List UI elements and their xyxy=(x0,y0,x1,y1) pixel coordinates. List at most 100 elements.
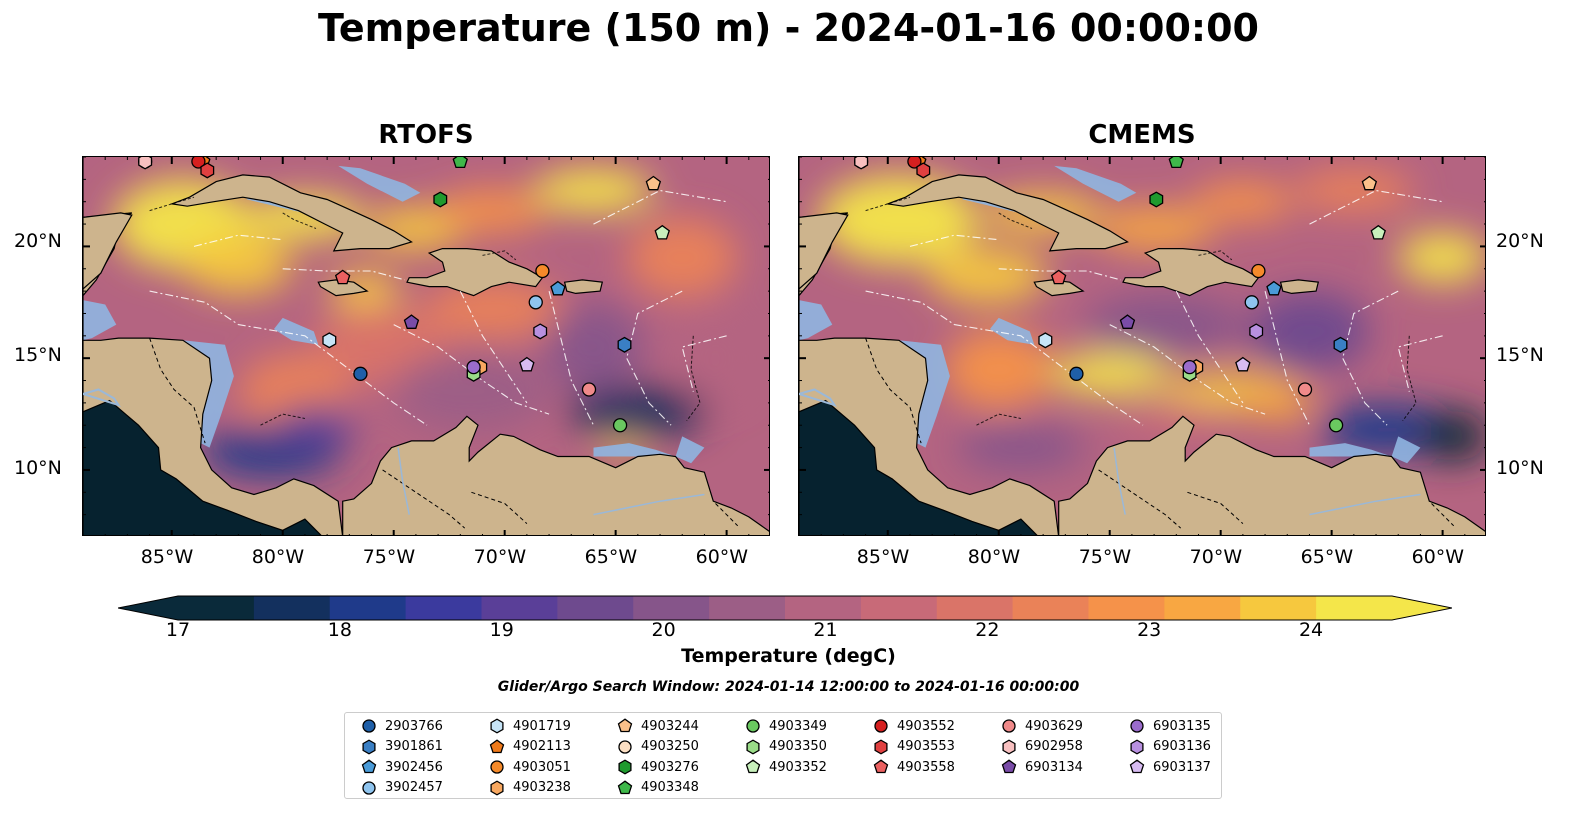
float-marker-3902457 xyxy=(1244,295,1259,310)
colorbar-segment xyxy=(936,596,1014,620)
colorbar-segment xyxy=(405,596,483,620)
legend-label: 4903352 xyxy=(769,759,827,775)
legend-label: 4903250 xyxy=(641,739,699,754)
colorbar-segment xyxy=(1316,596,1393,620)
legend-item-6903136: 6903136 xyxy=(1129,738,1211,755)
float-marker-6903134 xyxy=(1119,314,1136,329)
legend-marker-6902958 xyxy=(1002,738,1016,755)
colorbar-segment xyxy=(178,596,255,620)
legend-item-6903135: 6903135 xyxy=(1129,718,1211,734)
float-marker-4903349 xyxy=(612,418,628,433)
legend-label: 6903135 xyxy=(1153,718,1211,734)
legend-label: 4903238 xyxy=(513,780,571,795)
lat-tick-left-10: 10°N xyxy=(14,457,62,479)
lon-tick-rtofs-4: 65°W xyxy=(584,546,638,568)
legend-marker-4903352 xyxy=(745,759,761,774)
float-marker-4903276 xyxy=(433,191,448,208)
legend-marker-3902456 xyxy=(361,759,377,774)
lon-tick-rtofs-2: 75°W xyxy=(362,546,416,568)
legend-label: 4901719 xyxy=(513,718,571,734)
legend-label: 4902113 xyxy=(513,739,571,754)
lon-tick-cmems-0: 85°W xyxy=(856,546,910,568)
lon-tick-rtofs-0: 85°W xyxy=(140,546,194,568)
float-marker-4903348 xyxy=(452,157,468,169)
legend-marker-4903553 xyxy=(874,738,888,755)
float-marker-4903051 xyxy=(535,263,550,279)
colorbar-segment xyxy=(1240,596,1317,620)
float-marker-6903136 xyxy=(1249,323,1264,340)
panel-title-rtofs: RTOFS xyxy=(378,120,474,150)
colorbar-tick-23: 23 xyxy=(1137,619,1162,641)
lon-tick-rtofs-5: 60°W xyxy=(695,546,749,568)
legend-item-4901719: 4901719 xyxy=(489,718,571,734)
legend-item-3901861: 3901861 xyxy=(361,738,443,755)
float-marker-2903766 xyxy=(353,366,368,381)
float-marker-4903348 xyxy=(1168,157,1184,169)
legend-label: 3902456 xyxy=(385,759,443,775)
float-marker-4903352 xyxy=(654,224,670,240)
legend-item-4903553: 4903553 xyxy=(873,738,955,755)
circle-marker-icon xyxy=(874,719,888,733)
pentagon-marker-icon xyxy=(617,779,633,794)
lon-tick-cmems-2: 75°W xyxy=(1078,546,1132,568)
float-marker-3902456 xyxy=(1266,280,1282,296)
lon-tick-cmems-3: 70°W xyxy=(1189,546,1243,568)
hexagon-marker-icon xyxy=(490,779,504,796)
lat-tick-left-20: 20°N xyxy=(14,230,62,252)
circle-marker-icon xyxy=(618,739,632,754)
legend-label: 4903552 xyxy=(897,718,955,734)
legend-label: 2903766 xyxy=(385,718,443,734)
float-marker-4903552 xyxy=(191,157,206,169)
lat-tick-right-10: 10°N xyxy=(1496,457,1544,479)
search-window-text: Glider/Argo Search Window: 2024-01-14 12… xyxy=(497,679,1080,695)
land-yucatan xyxy=(83,212,133,290)
legend-label: 4903348 xyxy=(641,780,699,795)
land-hispaniola xyxy=(1122,247,1260,297)
land-cuba xyxy=(885,174,1129,252)
float-marker-4903244 xyxy=(645,175,662,191)
legend-marker-4903276 xyxy=(618,759,632,775)
pentagon-marker-icon xyxy=(873,759,889,774)
legend-label: 6903134 xyxy=(1025,759,1083,775)
pentagon-marker-icon xyxy=(1001,759,1017,774)
float-marker-3901861 xyxy=(617,336,632,353)
lat-tick-right-20: 20°N xyxy=(1496,230,1544,252)
float-marker-6902958 xyxy=(138,157,153,170)
land-puertoRico xyxy=(563,279,604,295)
colorbar-label: Temperature (degC) xyxy=(681,645,896,667)
legend-item-4903350: 4903350 xyxy=(745,738,827,755)
legend-item-3902457: 3902457 xyxy=(361,780,443,796)
legend-marker-4902113 xyxy=(489,738,505,753)
colorbar-tick-17: 17 xyxy=(165,619,191,641)
colorbar-tick-22: 22 xyxy=(975,619,1000,641)
float-marker-3902457 xyxy=(528,295,543,310)
legend-item-6903134: 6903134 xyxy=(1001,759,1083,775)
legend-item-4903352: 4903352 xyxy=(745,759,827,775)
legend-marker-4903629 xyxy=(1002,719,1016,733)
float-marker-4903629 xyxy=(581,382,597,397)
lon-tick-rtofs-3: 70°W xyxy=(473,546,527,568)
map-panel-cmems xyxy=(798,156,1486,536)
colorbar-segment xyxy=(860,596,938,620)
float-marker-4903349 xyxy=(1328,418,1344,433)
colorbar-tick-21: 21 xyxy=(813,619,838,641)
legend-label: 3901861 xyxy=(385,739,443,754)
hexagon-marker-icon xyxy=(362,738,376,755)
legend-marker-4903250 xyxy=(618,739,632,754)
hexagon-marker-icon xyxy=(874,738,888,755)
circle-marker-icon xyxy=(1002,719,1016,733)
map-canvas xyxy=(83,157,769,535)
land-yucatan xyxy=(799,212,849,290)
float-marker-6903135 xyxy=(466,359,481,375)
colorbar-segment xyxy=(557,596,634,620)
legend-marker-4903558 xyxy=(873,759,889,774)
legend-marker-6903135 xyxy=(1130,719,1144,733)
legend-label: 4903276 xyxy=(641,759,699,775)
legend-marker-4901719 xyxy=(490,718,504,734)
float-marker-4903552 xyxy=(907,157,922,169)
legend-item-4903629: 4903629 xyxy=(1001,718,1083,734)
land-southAmerica xyxy=(1058,415,1485,535)
legend-marker-4903552 xyxy=(874,719,888,733)
pentagon-marker-icon xyxy=(1129,759,1145,774)
float-marker-3902456 xyxy=(550,280,566,296)
